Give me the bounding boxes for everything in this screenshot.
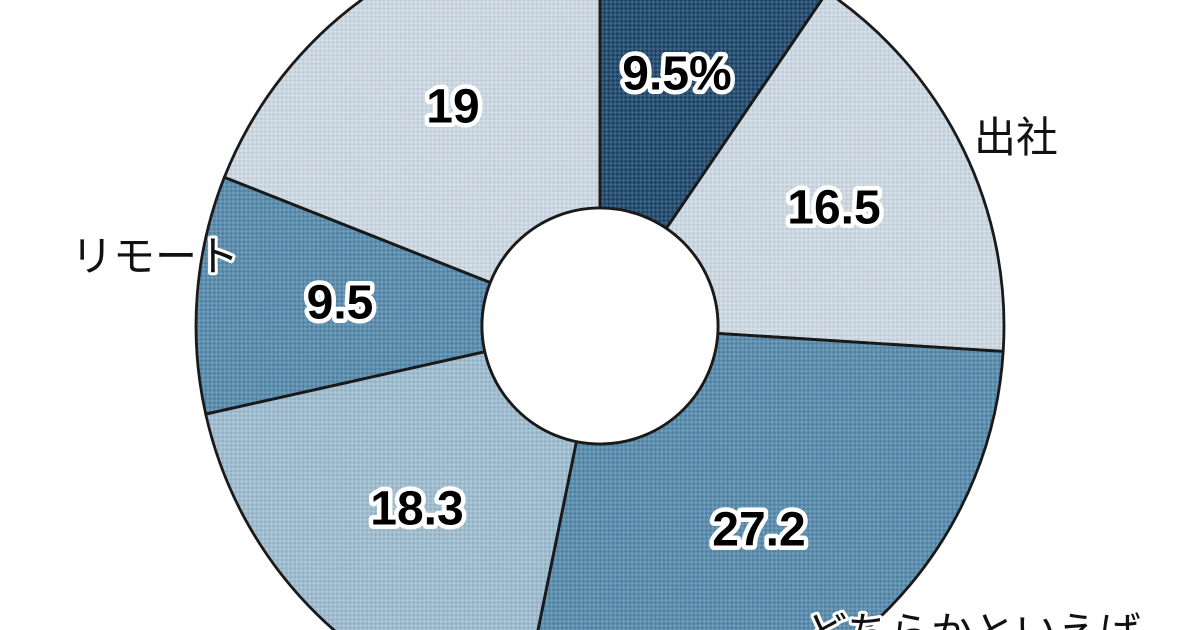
svg-text:18.3: 18.3 xyxy=(370,483,463,536)
svg-text:27.2: 27.2 xyxy=(712,504,805,557)
svg-text:出社: 出社 xyxy=(974,114,1058,161)
svg-text:9.5%: 9.5% xyxy=(622,48,731,101)
svg-text:どちらかといえば: どちらかといえば xyxy=(805,609,1141,630)
svg-text:9.5: 9.5 xyxy=(307,277,374,330)
svg-text:19: 19 xyxy=(426,81,479,134)
svg-text:16.5: 16.5 xyxy=(787,182,880,235)
svg-text:リモート: リモート xyxy=(71,233,239,280)
